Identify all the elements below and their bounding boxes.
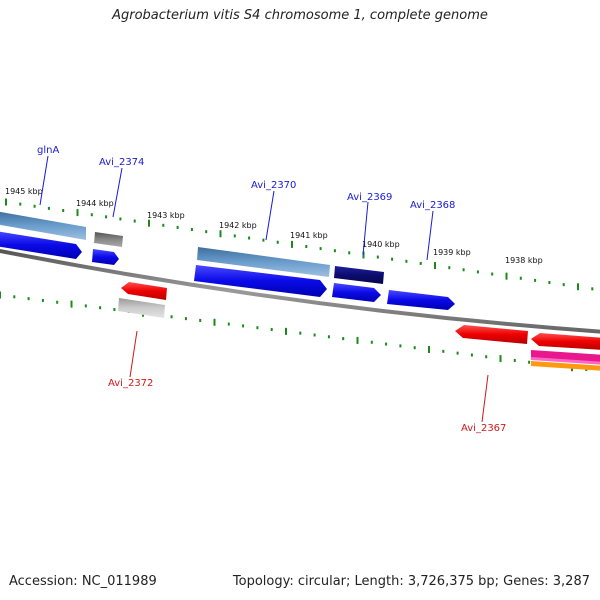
kbp-label: 1938 kbp xyxy=(505,256,543,265)
cds-arrow-next[interactable] xyxy=(531,333,600,350)
gene-label-avi-2367[interactable]: Avi_2367 xyxy=(461,423,506,434)
rrna-feature-avi-2369[interactable] xyxy=(334,266,384,284)
cds-arrow-avi-2372[interactable] xyxy=(121,282,167,300)
reverse-label-leaders xyxy=(129,330,489,423)
feature-orange[interactable] xyxy=(531,361,600,371)
genome-backbone xyxy=(0,248,600,334)
gene-feature-avi-2372[interactable] xyxy=(118,298,165,318)
cds-arrow-avi-2368[interactable] xyxy=(387,290,455,310)
gene-label-avi-2370[interactable]: Avi_2370 xyxy=(251,180,296,191)
accession-label: Accession: NC_011989 xyxy=(9,574,157,589)
kbp-label: 1945 kbp xyxy=(5,187,43,196)
outer-tick-track xyxy=(5,198,594,291)
cds-arrow-glnA[interactable] xyxy=(0,231,82,259)
forward-label-leaders xyxy=(39,155,434,261)
kbp-label: 1944 kbp xyxy=(76,199,114,208)
kbp-label: 1943 kbp xyxy=(147,211,185,220)
gene-label-avi-2369[interactable]: Avi_2369 xyxy=(347,192,392,203)
cds-arrow-avi-2370[interactable] xyxy=(194,265,327,297)
gene-feature-glnA[interactable] xyxy=(0,211,86,240)
genome-summary: Topology: circular; Length: 3,726,375 bp… xyxy=(232,574,590,589)
gene-label-avi-2368[interactable]: Avi_2368 xyxy=(410,200,455,211)
kbp-label: 1939 kbp xyxy=(433,248,471,257)
gene-label-avi-2372[interactable]: Avi_2372 xyxy=(108,378,153,389)
gene-label-avi-2374[interactable]: Avi_2374 xyxy=(99,157,144,168)
kbp-label: 1942 kbp xyxy=(219,221,257,230)
feature-pink[interactable] xyxy=(531,357,600,365)
cds-arrow-avi-2369[interactable] xyxy=(332,283,381,302)
trna-feature-avi-2374[interactable] xyxy=(94,232,123,247)
feature-magenta[interactable] xyxy=(531,350,600,363)
kbp-label: 1941 kbp xyxy=(290,231,328,240)
cds-arrow-avi-2374[interactable] xyxy=(92,249,119,265)
map-title: Agrobacterium vitis S4 chromosome 1, com… xyxy=(112,8,488,23)
gene-label-glnA[interactable]: glnA xyxy=(37,145,59,156)
gene-feature-avi-2370[interactable] xyxy=(197,247,330,277)
cds-arrow-avi-2367[interactable] xyxy=(455,325,528,344)
kbp-label: 1940 kbp xyxy=(362,240,400,249)
